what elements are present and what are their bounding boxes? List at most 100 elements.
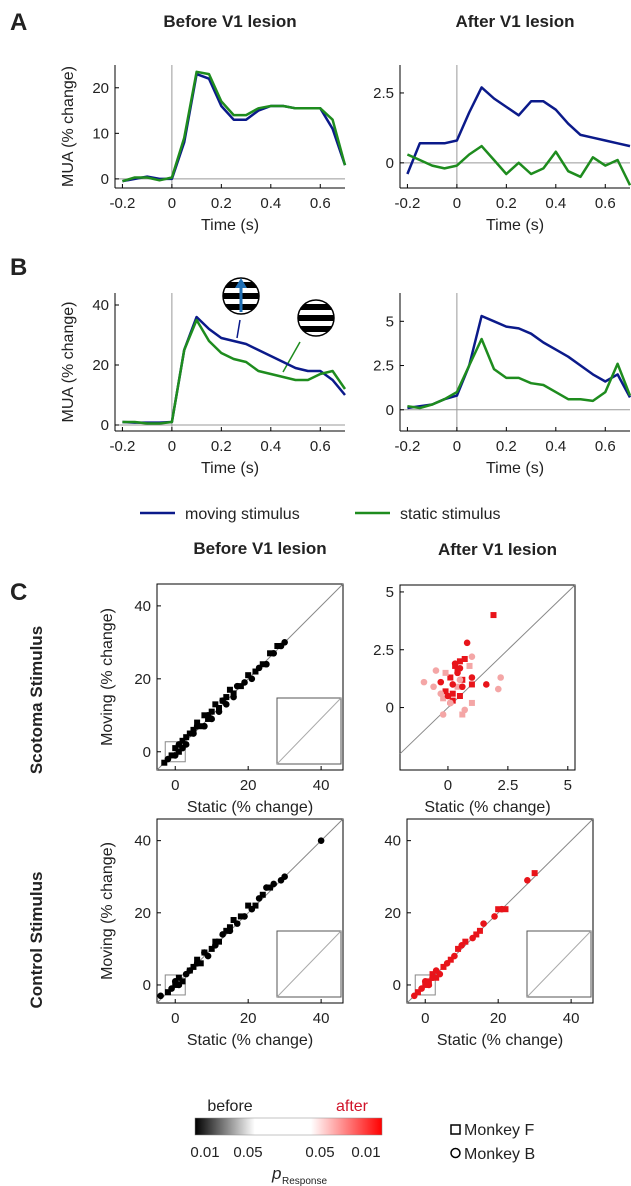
point [175,974,182,981]
point [164,755,172,763]
point [490,612,497,619]
point [183,734,190,741]
point [259,661,266,668]
point [459,683,466,691]
point [437,678,445,686]
point [494,685,502,693]
point [263,884,270,891]
x-tick-label: -0.2 [109,195,135,212]
y-axis-label: Moving (% change) [99,842,116,980]
point [461,656,468,662]
point [469,934,476,942]
y-tick-label: 40 [384,833,401,850]
point [425,978,432,985]
y-tick-label: 40 [92,297,109,314]
point [495,906,502,913]
point [317,837,325,844]
x-tick-label: 0.2 [496,195,517,212]
point [226,927,234,935]
point [226,686,233,693]
panel-letter: B [10,254,27,281]
row-label: Control Stimulus [27,872,46,1009]
y-axis-label: MUA (% change) [60,302,77,423]
point [252,668,259,675]
point [171,752,179,759]
point [252,902,259,909]
x-axis-label: Time (s) [201,460,259,477]
x-tick-label: 0 [453,438,461,455]
point [263,660,270,668]
x-axis-label: Static (% change) [437,1032,563,1049]
point [190,730,197,737]
row-label: Scotoma Stimulus [27,626,46,774]
point [190,963,197,970]
point [524,877,531,884]
x-axis-label: Static (% change) [424,799,550,816]
y-tick-label: 0 [101,417,109,434]
point [230,917,237,924]
point [194,719,201,726]
x-tick-label: 0 [453,195,461,212]
point [442,688,449,695]
identity-line [399,584,576,755]
point [194,956,201,963]
point [248,675,256,683]
x-tick-label: 0.2 [211,195,232,212]
point [193,722,201,730]
x-tick-label: 20 [490,1010,507,1027]
y-tick-label: 20 [134,905,151,922]
point [410,992,418,1000]
x-tick-label: 0.4 [260,195,281,212]
point [216,938,222,945]
y-tick-label: 20 [134,671,151,688]
x-tick-label: 5 [564,777,572,794]
point [212,701,219,708]
point [205,715,212,722]
y-tick-label: 0 [143,744,151,761]
point [245,672,252,679]
series-line [406,144,631,186]
x-tick-label: -0.2 [394,438,420,455]
zoom-box [164,974,186,996]
y-axis-label: MUA (% change) [60,66,77,187]
point [461,706,469,714]
point [222,701,230,708]
x-axis-label: Time (s) [486,217,544,234]
x-tick-label: 2.5 [497,777,518,794]
x-tick-label: 0.2 [496,438,517,455]
point [459,711,466,718]
point [473,931,480,938]
x-tick-label: -0.2 [394,195,420,212]
point [216,705,222,711]
point [447,699,454,707]
point [498,905,506,913]
y-tick-label: 20 [384,905,401,922]
x-tick-label: 40 [313,1010,330,1027]
colorbar-label: after [336,1098,369,1115]
series-line [122,70,347,183]
point [172,981,179,988]
point [466,662,473,669]
point [201,712,208,719]
point [161,759,168,766]
point [444,692,452,700]
point [241,913,248,920]
point [190,726,197,733]
series-line [122,318,347,425]
point [414,989,421,996]
plot-frame [156,583,344,771]
point [208,945,215,952]
point [245,902,252,909]
colorbar-tick: 0.01 [351,1144,380,1161]
point [193,960,201,967]
legend-label: static stimulus [400,506,500,523]
chart-title: After V1 lesion [438,540,557,559]
point [208,715,216,723]
point [468,653,476,660]
point [230,690,237,697]
point [491,913,498,920]
y-tick-label: 40 [134,833,151,850]
x-tick-label: 20 [240,777,257,794]
plot-frame [399,584,576,771]
